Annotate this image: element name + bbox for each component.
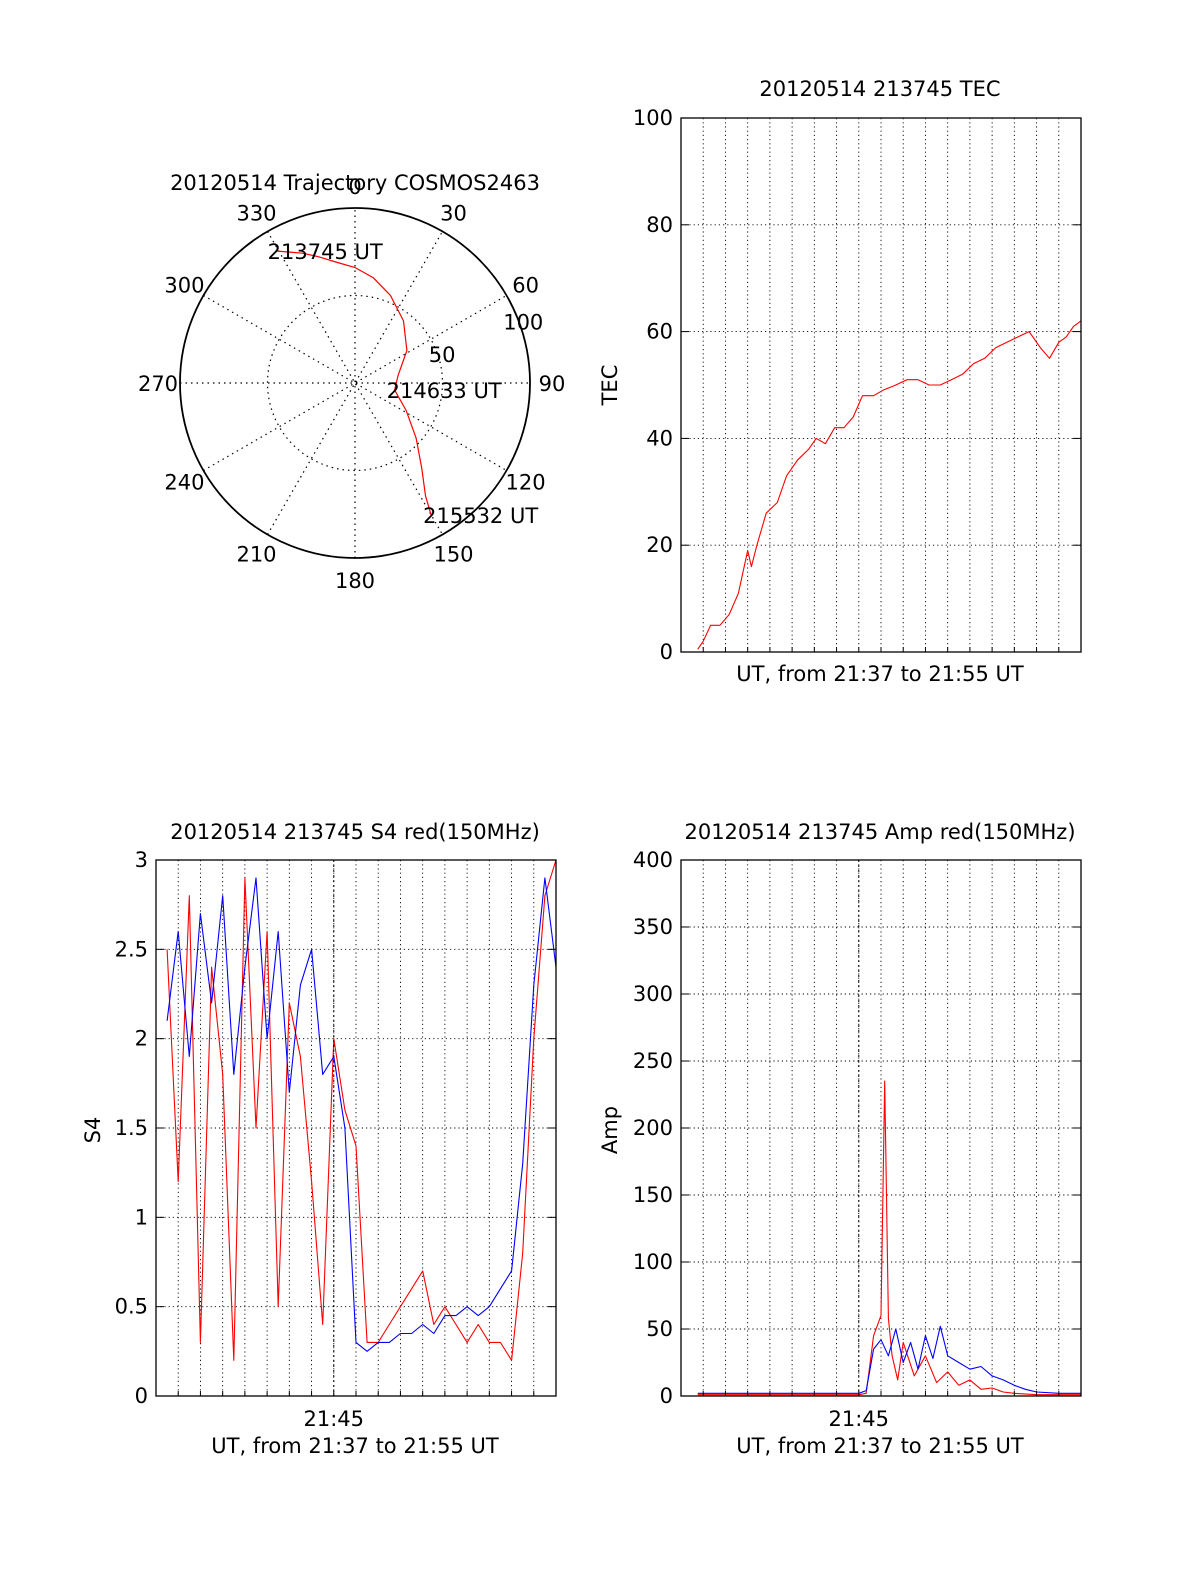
tec-xlabel: UT, from 21:37 to 21:55 UT bbox=[736, 662, 1024, 686]
polar-time-annotation: 213745 UT bbox=[268, 240, 383, 264]
polar-azimuth-label: 210 bbox=[236, 543, 276, 567]
tec-panel: 20120514 213745 TEC UT, from 21:37 to 21… bbox=[598, 77, 1082, 686]
polar-azimuth-labels: 0 30 60 90 120 150 180 210 240 270 300 330 bbox=[138, 175, 565, 593]
polar-grid-spoke bbox=[266, 231, 444, 535]
polar-azimuth-label: 30 bbox=[440, 201, 467, 225]
polar-grid-spoke bbox=[203, 294, 507, 472]
polar-radial-labels: 50 100 bbox=[429, 310, 544, 367]
polar-azimuth-label: 60 bbox=[512, 274, 539, 298]
s4-title: 20120514 213745 S4 red(150MHz) bbox=[170, 820, 540, 844]
y-tick-label: 20 bbox=[646, 533, 673, 557]
polar-panel: 20120514 Trajectory COSMOS2463 0 30 60 90 12… bbox=[138, 171, 565, 593]
tec-ylabel: TEC bbox=[598, 365, 622, 407]
amp-panel: 20120514 213745 Amp red(150MHz) UT, from… bbox=[598, 820, 1082, 1458]
polar-time-annotation: 215532 UT bbox=[423, 504, 538, 528]
series-line-2 bbox=[166, 877, 557, 1352]
y-tick-label: 1.5 bbox=[115, 1116, 148, 1140]
polar-azimuth-label: 120 bbox=[506, 471, 546, 495]
y-tick-label: 250 bbox=[633, 1049, 673, 1073]
tec-plot-area: 0 20 40 60 80 100 bbox=[633, 106, 1082, 664]
y-tick-label: 60 bbox=[646, 320, 673, 344]
polar-grid-spoke bbox=[266, 231, 444, 535]
polar-trajectory bbox=[275, 250, 432, 516]
y-tick-label: 0 bbox=[660, 1384, 673, 1408]
tec-title: 20120514 213745 TEC bbox=[759, 77, 1000, 101]
amp-plot-area: 0 50 100 150 200 250 300 350 400 21:45 bbox=[633, 848, 1082, 1431]
y-tick-label: 0.5 bbox=[115, 1295, 148, 1319]
polar-azimuth-label: 0 bbox=[348, 175, 361, 199]
y-tick-label: 0 bbox=[660, 640, 673, 664]
x-tick-label: 21:45 bbox=[304, 1407, 365, 1431]
y-tick-label: 350 bbox=[633, 915, 673, 939]
polar-azimuth-label: 270 bbox=[138, 372, 178, 396]
y-tick-label: 100 bbox=[633, 1250, 673, 1274]
y-tick-label: 200 bbox=[633, 1116, 673, 1140]
polar-azimuth-label: 240 bbox=[164, 471, 204, 495]
s4-panel: 20120514 213745 S4 red(150MHz) UT, from … bbox=[81, 820, 557, 1458]
s4-ylabel: S4 bbox=[81, 1117, 105, 1144]
series-line-1 bbox=[697, 1080, 1081, 1396]
y-tick-label: 2.5 bbox=[115, 937, 148, 961]
series-line-1 bbox=[697, 320, 1082, 650]
polar-azimuth-label: 300 bbox=[164, 274, 204, 298]
polar-time-annotation: 214633 UT bbox=[387, 379, 502, 403]
y-tick-label: 2 bbox=[135, 1027, 148, 1051]
polar-grid bbox=[179, 207, 531, 559]
polar-azimuth-label: 150 bbox=[433, 543, 473, 567]
y-tick-label: 300 bbox=[633, 982, 673, 1006]
y-tick-label: 3 bbox=[135, 848, 148, 872]
amp-xlabel: UT, from 21:37 to 21:55 UT bbox=[736, 1434, 1024, 1458]
polar-grid-spoke bbox=[203, 294, 507, 472]
polar-azimuth-label: 90 bbox=[539, 372, 566, 396]
y-tick-label: 400 bbox=[633, 848, 673, 872]
y-tick-label: 80 bbox=[646, 213, 673, 237]
polar-grid-circle bbox=[266, 294, 444, 472]
polar-azimuth-label: 180 bbox=[335, 569, 375, 593]
series-line-2 bbox=[697, 1325, 1081, 1394]
series-line-1 bbox=[166, 859, 557, 1361]
y-tick-label: 0 bbox=[135, 1384, 148, 1408]
y-tick-label: 100 bbox=[633, 106, 673, 130]
y-tick-label: 150 bbox=[633, 1183, 673, 1207]
polar-radial-label: 50 bbox=[429, 343, 456, 367]
polar-azimuth-label: 330 bbox=[236, 201, 276, 225]
polar-trajectory-line bbox=[275, 250, 432, 516]
polar-radial-label: 100 bbox=[503, 310, 543, 334]
y-tick-label: 50 bbox=[646, 1317, 673, 1341]
amp-title: 20120514 213745 Amp red(150MHz) bbox=[684, 820, 1075, 844]
s4-xlabel: UT, from 21:37 to 21:55 UT bbox=[211, 1434, 499, 1458]
polar-annotations: 213745 UT 214633 UT 215532 UT bbox=[268, 240, 539, 528]
polar-title: 20120514 Trajectory COSMOS2463 bbox=[170, 171, 540, 195]
y-tick-label: 1 bbox=[135, 1205, 148, 1229]
x-tick-label: 21:45 bbox=[829, 1407, 890, 1431]
y-tick-label: 40 bbox=[646, 426, 673, 450]
s4-plot-area: 0 0.5 1 1.5 2 2.5 3 21:45 bbox=[115, 848, 557, 1431]
amp-ylabel: Amp bbox=[598, 1106, 622, 1154]
